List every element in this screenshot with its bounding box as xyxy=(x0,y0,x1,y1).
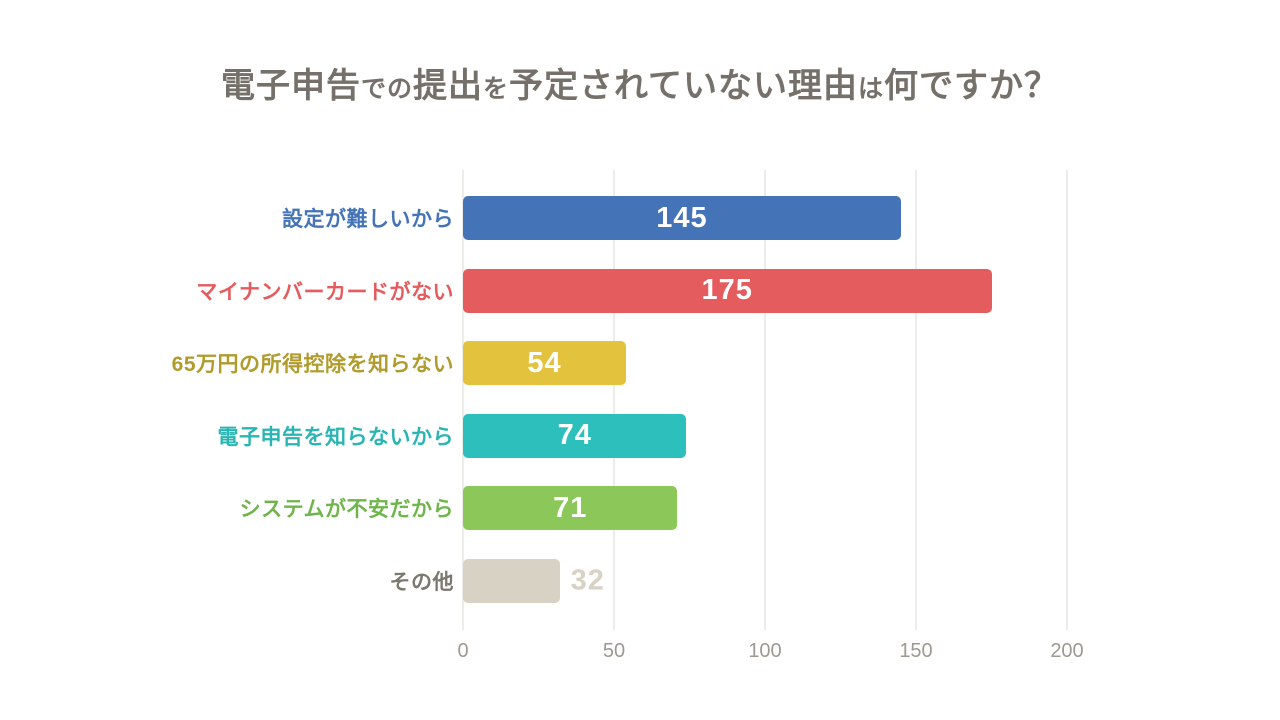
category-label: 65万円の所得控除を知らない xyxy=(171,353,454,377)
bar-row: システムが不安だから 71 xyxy=(0,472,1067,545)
bar-row: 設定が難しいから 145 xyxy=(0,182,1067,255)
bar-value-label: 74 xyxy=(557,419,592,452)
bar-value-label: 71 xyxy=(553,491,588,524)
bar: 71 xyxy=(463,486,678,531)
category-label: システムが不安だから xyxy=(239,498,454,522)
bar-track: 175 xyxy=(463,268,1067,313)
bar-value-label: 145 xyxy=(656,201,708,234)
x-axis-tick: 150 xyxy=(899,640,933,662)
x-axis-tick: 50 xyxy=(602,640,626,662)
category-label: マイナンバーカードがない xyxy=(196,280,454,304)
chart-title-segment: での xyxy=(360,75,413,103)
bar: 32 xyxy=(463,558,604,603)
gridline xyxy=(764,170,766,630)
gridline xyxy=(613,170,615,630)
x-axis-tick: 100 xyxy=(748,640,782,662)
gridline xyxy=(462,170,464,630)
bar-row: 電子申告を知らないから 74 xyxy=(0,400,1067,473)
bar-value-label: 54 xyxy=(527,346,562,379)
gridline xyxy=(1066,170,1068,630)
bar-track: 32 xyxy=(463,558,1067,603)
chart-title-segment: 提出 xyxy=(413,67,483,105)
category-label: その他 xyxy=(389,570,454,594)
bar-track: 74 xyxy=(463,413,1067,458)
bar-row: マイナンバーカードがない 175 xyxy=(0,255,1067,328)
chart-title-segment: 予定されていない理由 xyxy=(509,67,858,105)
bar-rows: 設定が難しいから 145 マイナンバーカードがない 175 65万円の所得控除を… xyxy=(0,170,1067,630)
bar: 145 xyxy=(463,196,901,241)
bar: 74 xyxy=(463,413,687,458)
chart-title: 電子申告での提出を予定されていない理由は何ですか？ xyxy=(0,58,1280,107)
bar: 175 xyxy=(463,268,992,313)
chart-title-segment: 電子申告 xyxy=(220,67,361,105)
bar-track: 54 xyxy=(463,341,1067,386)
category-label: 設定が難しいから xyxy=(282,208,454,232)
x-axis-tick: 0 xyxy=(457,640,469,662)
bar-row: その他 32 xyxy=(0,545,1067,618)
x-axis-tick: 200 xyxy=(1050,640,1084,662)
bar-value-label: 32 xyxy=(570,564,605,597)
category-label: 電子申告を知らないから xyxy=(217,425,454,449)
gridline xyxy=(915,170,917,630)
chart-title-segment: を xyxy=(483,75,510,103)
bar-value-label: 175 xyxy=(701,274,753,307)
bar-track: 145 xyxy=(463,196,1067,241)
x-axis: 0 50 100 150 200 xyxy=(457,640,1083,664)
bar-track: 71 xyxy=(463,486,1067,531)
chart-title-segment: は xyxy=(858,75,885,103)
chart-title-segment: 何ですか？ xyxy=(884,67,1060,105)
plot-gridlines xyxy=(462,170,1068,630)
bar-row: 65万円の所得控除を知らない 54 xyxy=(0,327,1067,400)
bar: 54 xyxy=(463,341,627,386)
